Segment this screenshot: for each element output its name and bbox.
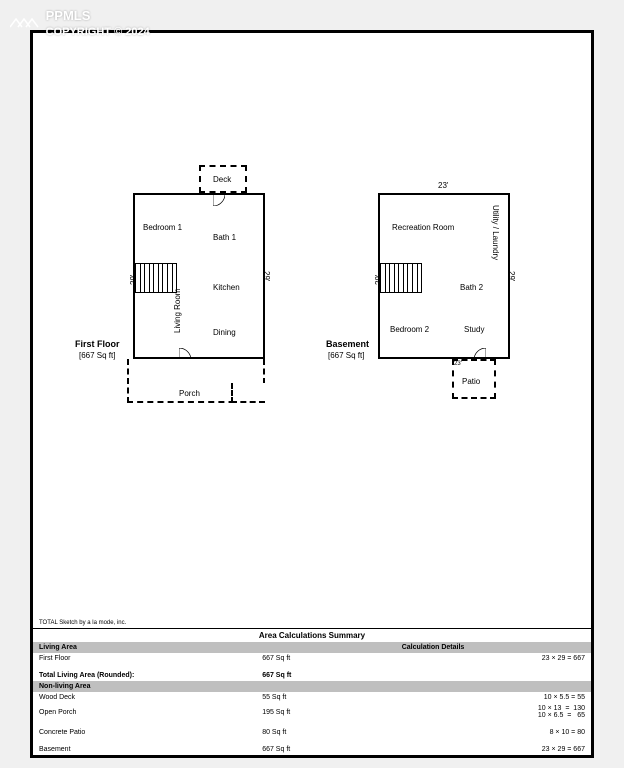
patio-dim: 23': [454, 361, 462, 367]
dining-label: Dining: [213, 328, 236, 337]
bedroom1-label: Bedroom 1: [143, 223, 182, 232]
row-calc: 10 × 5.5 = 55: [396, 692, 591, 703]
col-living: Living Area: [33, 642, 256, 653]
row-calc: 23 × 29 = 667: [396, 744, 591, 755]
logo-icon: [10, 15, 40, 32]
bs-width-top: 23': [438, 181, 448, 190]
study-label: Study: [464, 325, 484, 334]
deck-label: Deck: [213, 175, 231, 184]
stairs-icon: [380, 263, 422, 293]
page-frame: Deck 23' 29' 29' Bedroom 1 Bath 1 Kitche…: [30, 30, 594, 758]
floorplan-area: Deck 23' 29' 29' Bedroom 1 Bath 1 Kitche…: [33, 33, 591, 513]
table-row: Concrete Patio 80 Sq ft 8 × 10 = 80: [33, 727, 591, 738]
row-name: First Floor: [33, 653, 256, 664]
col-calc: Calculation Details: [396, 642, 591, 653]
watermark-copyright: COPYRIGHT © 2024: [46, 26, 150, 38]
bath1-label: Bath 1: [213, 233, 236, 242]
table-row: Total Living Area (Rounded): 667 Sq ft: [33, 670, 591, 681]
nonliving-header: Non-living Area: [33, 681, 591, 692]
row-calc: 23 × 29 = 667: [396, 653, 591, 664]
table-row: Wood Deck 55 Sq ft 10 × 5.5 = 55: [33, 692, 591, 703]
porch-label: Porch: [179, 389, 200, 398]
bath2-label: Bath 2: [460, 283, 483, 292]
row-area: 55 Sq ft: [256, 692, 396, 703]
row-name: Concrete Patio: [33, 727, 256, 738]
row-area: 195 Sq ft: [256, 703, 396, 721]
living-label: Living Room: [173, 289, 182, 333]
first-floor-title: First Floor: [75, 339, 120, 349]
summary-table: TOTAL Sketch by a la mode, inc. Area Cal…: [33, 618, 591, 755]
utility-label: Utility / Laundry: [491, 205, 500, 260]
row-name: Basement: [33, 744, 256, 755]
bs-height-right: 29': [507, 271, 516, 281]
table-row: First Floor 667 Sq ft 23 × 29 = 667: [33, 653, 591, 664]
row-calc: 8 × 10 = 80: [396, 727, 591, 738]
door-icon: [213, 193, 225, 205]
table-row: Open Porch 195 Sq ft 10 × 13 = 130 10 × …: [33, 703, 591, 721]
basement-sqft: [667 Sq ft]: [328, 351, 364, 360]
ff-height-right: 29': [262, 271, 271, 281]
total-area: 667 Sq ft: [256, 670, 396, 681]
total-name: Total Living Area (Rounded):: [33, 670, 256, 681]
stairs-icon: [135, 263, 177, 293]
patio-label: Patio: [462, 377, 480, 386]
porch-notch: [231, 383, 265, 403]
row-name: Wood Deck: [33, 692, 256, 703]
rec-label: Recreation Room: [392, 223, 454, 232]
row-area: 667 Sq ft: [256, 744, 396, 755]
row-name: Open Porch: [33, 703, 256, 721]
door-icon: [474, 347, 486, 359]
first-floor-sqft: [667 Sq ft]: [79, 351, 115, 360]
basement-title: Basement: [326, 339, 369, 349]
bedroom2-label: Bedroom 2: [390, 325, 429, 334]
door-icon: [179, 347, 191, 359]
table-row: Basement 667 Sq ft 23 × 29 = 667: [33, 744, 591, 755]
row-area: 80 Sq ft: [256, 727, 396, 738]
credit-line: TOTAL Sketch by a la mode, inc.: [33, 618, 591, 629]
summary-title: Area Calculations Summary: [33, 629, 591, 642]
kitchen-label: Kitchen: [213, 283, 240, 292]
row-calc: 10 × 13 = 130 10 × 6.5 = 65: [396, 703, 591, 721]
watermark: PPMLS COPYRIGHT © 2024: [10, 8, 150, 38]
watermark-brand: PPMLS: [46, 8, 91, 23]
row-area: 667 Sq ft: [256, 653, 396, 664]
